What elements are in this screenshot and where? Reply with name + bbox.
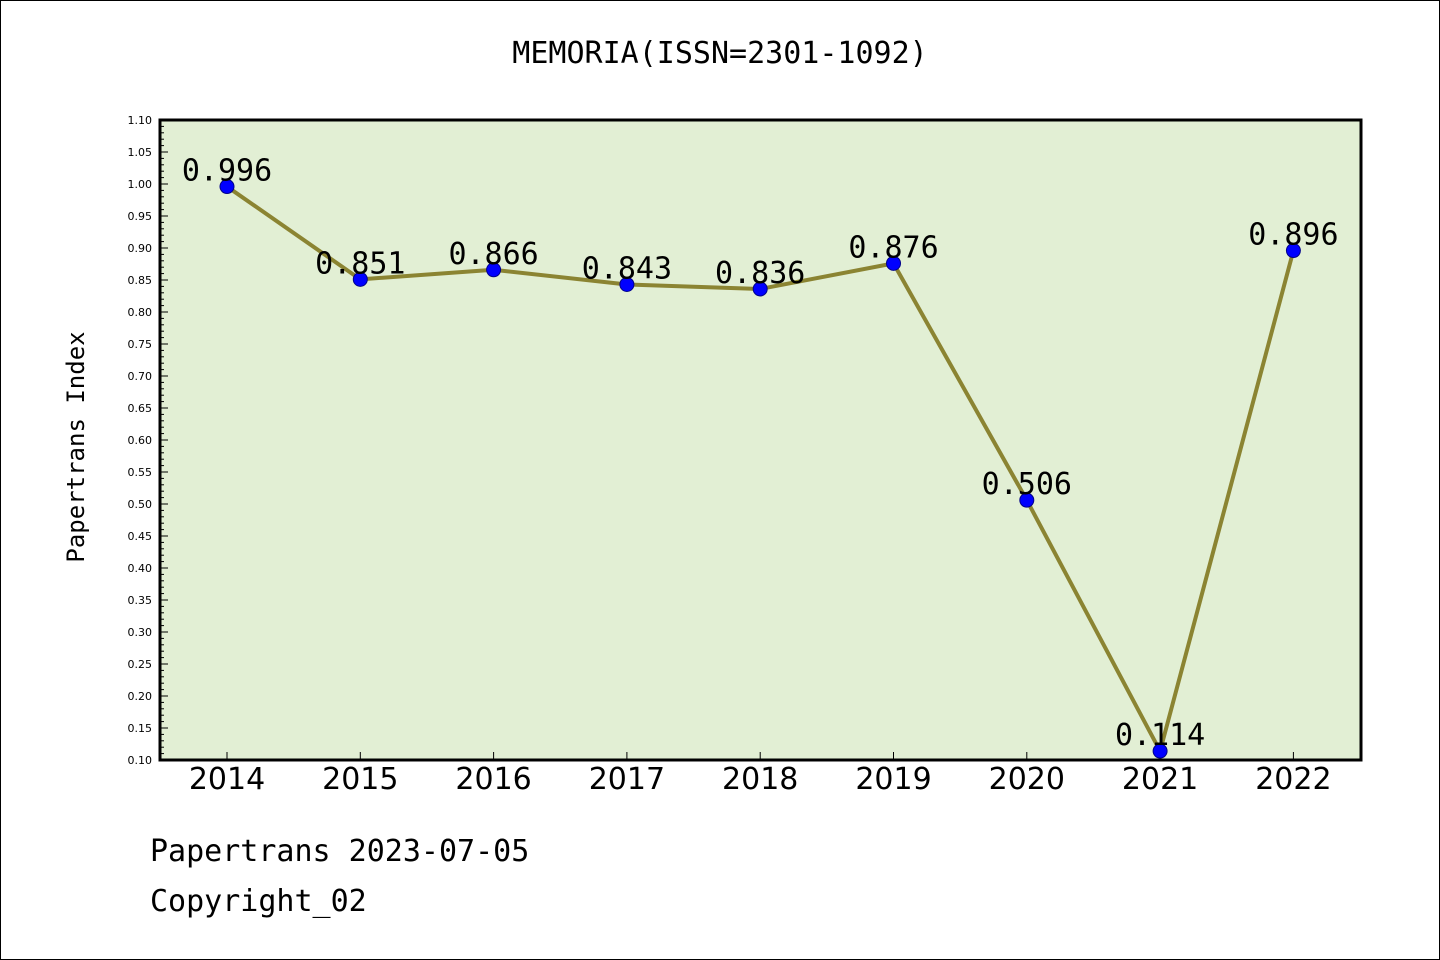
data-point bbox=[486, 262, 502, 278]
y-tick-label: 0.50 bbox=[128, 498, 153, 511]
y-tick-label: 0.60 bbox=[128, 434, 153, 447]
y-tick-label: 0.20 bbox=[128, 690, 153, 703]
x-tick-label: 2016 bbox=[455, 762, 531, 797]
data-point bbox=[352, 271, 368, 287]
y-tick-label: 0.15 bbox=[128, 722, 153, 735]
data-label: 0.996 bbox=[182, 154, 272, 189]
x-tick-label: 2021 bbox=[1122, 762, 1198, 797]
data-label: 0.506 bbox=[982, 467, 1072, 502]
y-tick-label: 0.30 bbox=[128, 626, 153, 639]
y-tick-label: 1.00 bbox=[128, 178, 153, 191]
y-tick-label: 0.85 bbox=[128, 274, 153, 287]
plot-area bbox=[160, 120, 1361, 760]
data-label: 0.896 bbox=[1248, 218, 1338, 253]
x-tick-label: 2015 bbox=[322, 762, 398, 797]
y-tick-label: 0.90 bbox=[128, 242, 153, 255]
plot-border bbox=[158, 118, 1363, 762]
y-tick-label: 0.45 bbox=[128, 530, 153, 543]
data-point bbox=[1019, 492, 1035, 508]
y-tick-label: 0.55 bbox=[128, 466, 153, 479]
x-axis-ticks: 2014 2015 2016 2017 2018 2019 2020 2021 2022 bbox=[189, 752, 1332, 797]
y-tick-label: 1.10 bbox=[128, 114, 153, 127]
y-tick-label: 1.05 bbox=[128, 146, 153, 159]
data-label: 0.851 bbox=[315, 246, 405, 281]
chart-title: MEMORIA(ISSN=2301-1092) bbox=[512, 36, 928, 71]
x-tick-label: 2019 bbox=[855, 762, 931, 797]
y-tick-label: 0.80 bbox=[128, 306, 153, 319]
data-label: 0.866 bbox=[448, 237, 538, 272]
data-point bbox=[1152, 743, 1168, 759]
data-label: 0.876 bbox=[848, 230, 938, 265]
footer-date: Papertrans 2023-07-05 bbox=[150, 834, 530, 869]
data-point bbox=[886, 255, 901, 271]
data-label: 0.114 bbox=[1115, 718, 1205, 753]
y-tick-label: 0.25 bbox=[128, 658, 153, 671]
x-tick-label: 2014 bbox=[189, 762, 265, 797]
data-points bbox=[219, 179, 1301, 759]
y-tick-label: 0.75 bbox=[128, 338, 153, 351]
data-point bbox=[752, 281, 768, 297]
y-tick-label: 0.40 bbox=[128, 562, 153, 575]
y-tick-label: 0.10 bbox=[128, 754, 153, 767]
footer-copyright: Copyright_02 bbox=[150, 884, 367, 919]
y-tick-label: 0.95 bbox=[128, 210, 153, 223]
y-tick-label: 0.35 bbox=[128, 594, 153, 607]
y-tick-label: 0.70 bbox=[128, 370, 153, 383]
data-labels: 0.996 0.851 0.866 0.843 0.836 0.876 0.506 0.114… bbox=[182, 154, 1339, 753]
data-point bbox=[1285, 243, 1301, 259]
x-tick-label: 2020 bbox=[989, 762, 1065, 797]
x-tick-label: 2022 bbox=[1255, 762, 1331, 797]
x-tick-label: 2018 bbox=[722, 762, 798, 797]
y-tick-label: 0.65 bbox=[128, 402, 153, 415]
data-point bbox=[219, 179, 235, 195]
data-label: 0.836 bbox=[715, 256, 805, 291]
data-label: 0.843 bbox=[582, 251, 672, 286]
data-point bbox=[619, 276, 635, 292]
x-tick-label: 2017 bbox=[589, 762, 665, 797]
